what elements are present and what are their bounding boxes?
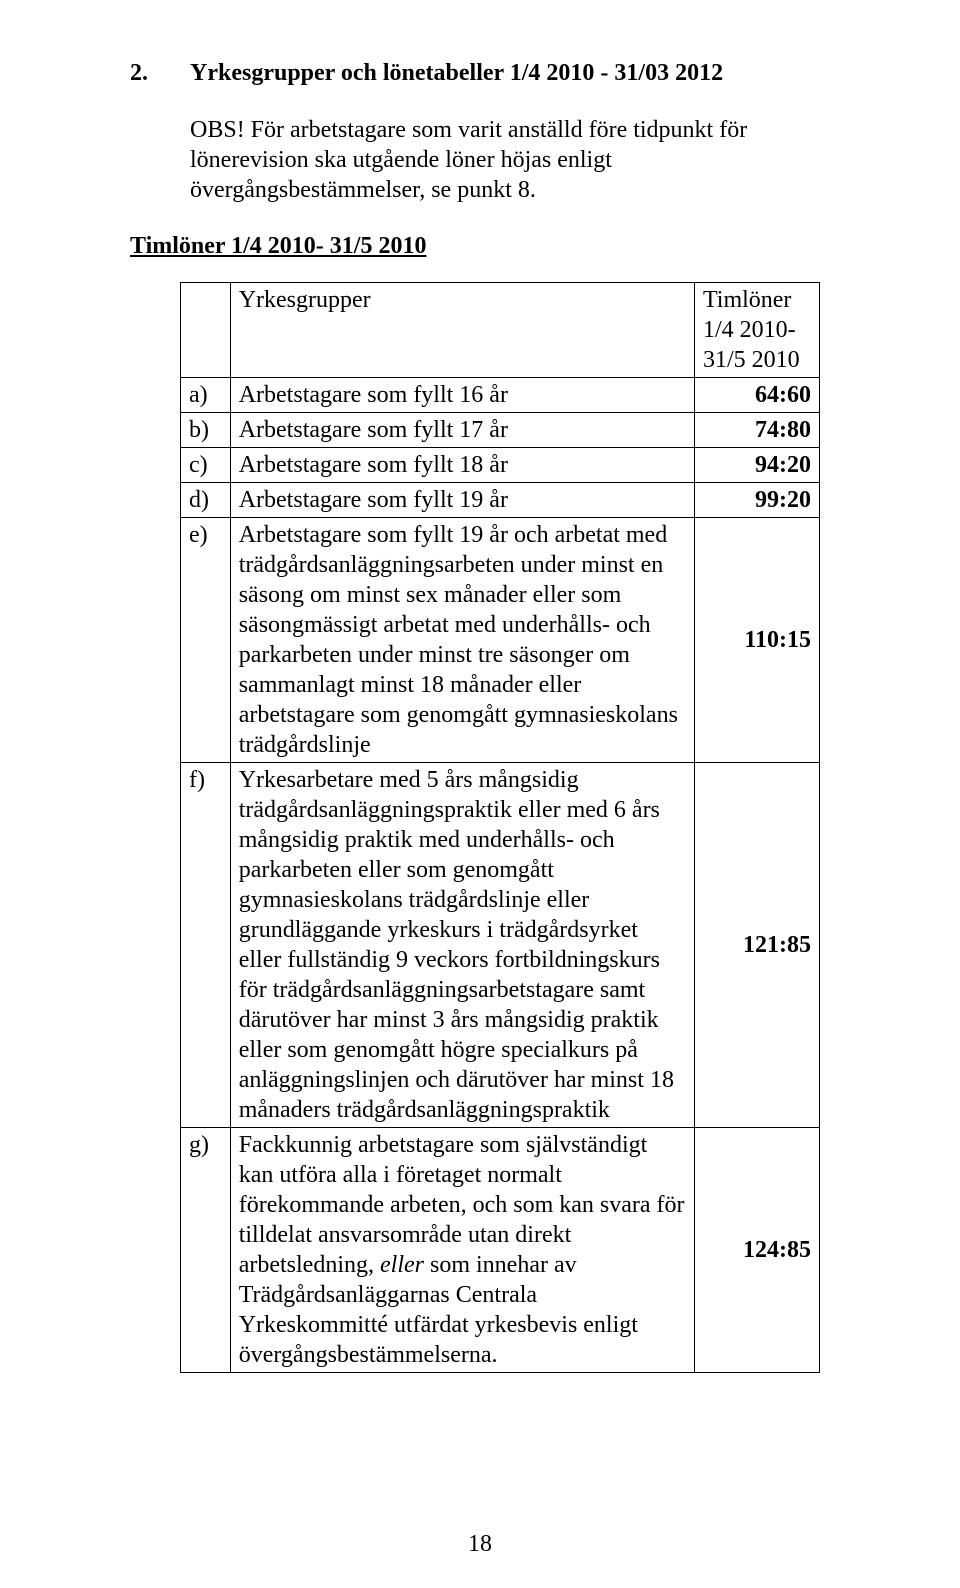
row-letter: c) [181, 448, 231, 483]
row-description: Arbetstagare som fyllt 19 år [230, 483, 694, 518]
row-description: Fackkunnig arbetstagare som självständig… [230, 1128, 694, 1373]
row-description: Arbetstagare som fyllt 17 år [230, 413, 694, 448]
table-header-left: Yrkesgrupper [230, 283, 694, 378]
table-subheading: Timlöner 1/4 2010- 31/5 2010 [130, 233, 850, 260]
table-row: c)Arbetstagare som fyllt 18 år94:20 [181, 448, 820, 483]
table-header-row: Yrkesgrupper Timlöner 1/4 2010- 31/5 201… [181, 283, 820, 378]
row-value: 94:20 [694, 448, 819, 483]
row-description: Yrkesarbetare med 5 års mångsidig trädgå… [230, 763, 694, 1128]
wage-table: Yrkesgrupper Timlöner 1/4 2010- 31/5 201… [180, 282, 820, 1373]
row-value: 99:20 [694, 483, 819, 518]
document-page: 2. Yrkesgrupper och lönetabeller 1/4 201… [0, 0, 960, 1588]
table-row: f)Yrkesarbetare med 5 års mångsidig träd… [181, 763, 820, 1128]
table-row: d)Arbetstagare som fyllt 19 år99:20 [181, 483, 820, 518]
obs-note: OBS! För arbetstagare som varit anställd… [190, 115, 850, 205]
row-letter: g) [181, 1128, 231, 1373]
row-value: 74:80 [694, 413, 819, 448]
table-row: a)Arbetstagare som fyllt 16 år64:60 [181, 378, 820, 413]
row-value: 124:85 [694, 1128, 819, 1373]
row-letter: e) [181, 518, 231, 763]
row-value: 121:85 [694, 763, 819, 1128]
row-letter: d) [181, 483, 231, 518]
row-description: Arbetstagare som fyllt 18 år [230, 448, 694, 483]
row-value: 64:60 [694, 378, 819, 413]
row-letter: b) [181, 413, 231, 448]
row-description: Arbetstagare som fyllt 16 år [230, 378, 694, 413]
section-number: 2. [130, 60, 190, 87]
table-row: g)Fackkunnig arbetstagare som självständ… [181, 1128, 820, 1373]
section-title: Yrkesgrupper och lönetabeller 1/4 2010 -… [190, 60, 723, 87]
table-header-right: Timlöner 1/4 2010- 31/5 2010 [694, 283, 819, 378]
row-value: 110:15 [694, 518, 819, 763]
page-number: 18 [0, 1531, 960, 1558]
row-letter: f) [181, 763, 231, 1128]
row-description: Arbetstagare som fyllt 19 år och arbetat… [230, 518, 694, 763]
row-letter: a) [181, 378, 231, 413]
section-heading: 2. Yrkesgrupper och lönetabeller 1/4 201… [130, 60, 850, 87]
table-header-blank [181, 283, 231, 378]
table-row: e)Arbetstagare som fyllt 19 år och arbet… [181, 518, 820, 763]
table-row: b)Arbetstagare som fyllt 17 år74:80 [181, 413, 820, 448]
